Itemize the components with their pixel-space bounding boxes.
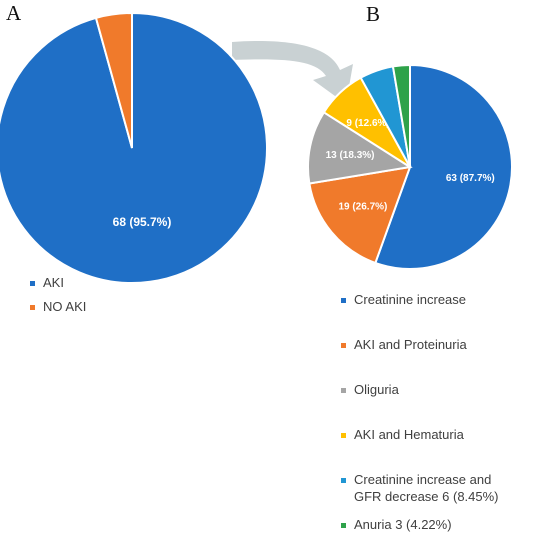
pie-b-legend-label-4-0: Creatinine increase and (354, 472, 491, 487)
pie-b-legend-label-2: Oliguria (354, 382, 400, 397)
pie-b-legend-swatch-1 (341, 343, 346, 348)
pie-chart-a: 68 (95.7%) (0, 11, 268, 284)
pie-a-legend-swatch-0 (30, 281, 35, 286)
pie-a-slice-0 (0, 11, 268, 284)
flow-arrow (232, 41, 353, 104)
legend-b: Creatinine increase AKI and Proteinuria Ol… (341, 292, 499, 532)
pie-b-legend-label-3: AKI and Hematuria (354, 427, 465, 442)
pie-b-legend-label-1: AKI and Proteinuria (354, 337, 468, 352)
pie-b-slice-label-0: 63 (87.7%) (446, 173, 495, 184)
pie-b-legend-label-0: Creatinine increase (354, 292, 466, 307)
pie-a-legend-label-1: NO AKI (43, 299, 86, 314)
panel-label-b: B (366, 2, 380, 26)
pie-b-legend-label-5: Anuria 3 (4.22%) (354, 517, 452, 532)
pie-b-slice-label-1: 19 (26.7%) (338, 202, 387, 213)
pie-b-legend-swatch-5 (341, 523, 346, 528)
pie-b-slice-1 (308, 165, 412, 265)
pie-a-slice-1 (94, 11, 133, 149)
pie-b-legend-swatch-3 (341, 433, 346, 438)
pie-b-legend-swatch-2 (341, 388, 346, 393)
legend-a: AKI NO AKI (30, 275, 86, 314)
pie-b-legend-swatch-0 (341, 298, 346, 303)
pie-chart-b: 63 (87.7%) 19 (26.7%) 13 (18.3%) 9 (12.6%) (307, 63, 513, 270)
pie-b-slice-5 (391, 63, 411, 168)
pie-b-slice-0 (374, 63, 513, 270)
pie-b-slice-label-2: 13 (18.3%) (326, 150, 375, 161)
pie-a-legend-label-0: AKI (43, 275, 64, 290)
pie-a-legend-swatch-1 (30, 305, 35, 310)
pie-b-legend-swatch-4 (341, 478, 346, 483)
pie-b-slice-label-3: 9 (12.6%) (346, 118, 389, 129)
panel-label-a: A (6, 1, 22, 25)
pie-b-slice-2 (307, 110, 413, 185)
pie-b-legend-label-4-1: GFR decrease 6 (8.45%) (354, 489, 499, 504)
pie-a-slice-label-0: 68 (95.7%) (113, 215, 172, 229)
